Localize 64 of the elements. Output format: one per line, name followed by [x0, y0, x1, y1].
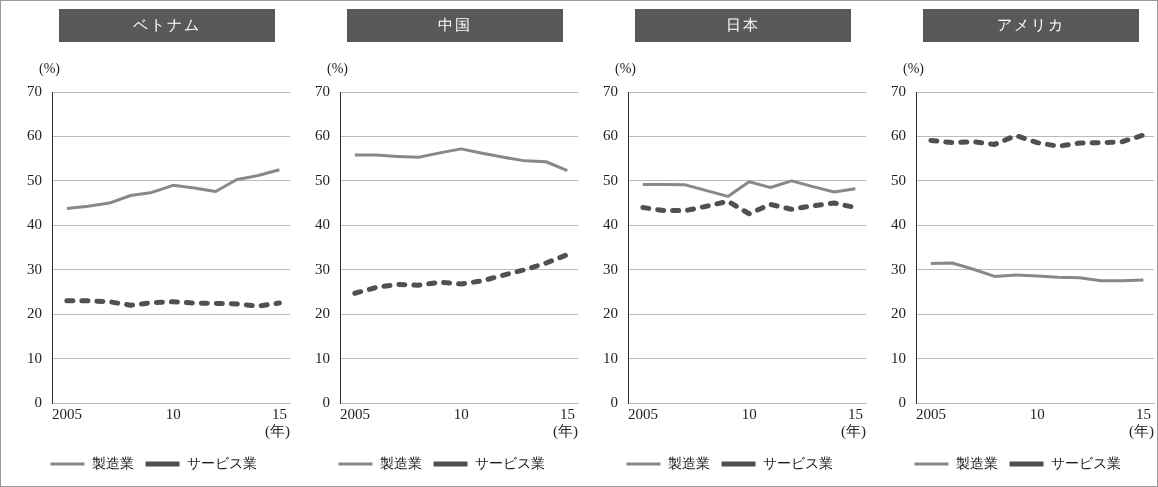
x-tick-label: 2005: [627, 405, 658, 422]
y-tick-label: 60: [315, 127, 330, 144]
x-axis-title: (年): [1129, 422, 1154, 440]
legend-label: 製造業: [91, 454, 134, 471]
y-tick-label: 20: [315, 305, 330, 322]
y-tick-label: 40: [27, 216, 42, 233]
y-axis-title: (%): [327, 61, 348, 77]
x-axis-title: (年): [553, 422, 578, 440]
legend-label: サービス業: [186, 454, 257, 471]
y-tick-label: 60: [27, 127, 42, 144]
y-tick-label: 10: [315, 349, 330, 366]
chart-title: 日本: [635, 9, 851, 42]
y-tick-label: 0: [322, 393, 330, 410]
y-tick-label: 0: [610, 393, 618, 410]
x-tick-label: 10: [741, 405, 757, 422]
y-tick-label: 50: [27, 171, 42, 188]
x-tick-label: 2005: [51, 405, 82, 422]
y-tick-label: 70: [315, 82, 330, 99]
y-tick-label: 20: [603, 305, 618, 322]
chart-title: ベトナム: [59, 9, 275, 42]
y-tick-label: 30: [315, 260, 330, 277]
legend-label: サービス業: [1050, 454, 1121, 471]
x-tick-label: 10: [165, 405, 181, 422]
y-tick-label: 0: [34, 393, 42, 410]
x-tick-label: 2005: [915, 405, 946, 422]
y-axis-title: (%): [39, 61, 60, 77]
y-tick-label: 30: [891, 260, 906, 277]
y-tick-label: 50: [891, 171, 906, 188]
y-tick-label: 10: [891, 349, 906, 366]
x-tick-label: 15: [1135, 405, 1151, 422]
y-tick-label: 40: [603, 216, 618, 233]
x-tick-label: 2005: [339, 405, 370, 422]
x-axis-title: (年): [265, 422, 290, 440]
y-tick-label: 40: [315, 216, 330, 233]
chart-title: アメリカ: [923, 9, 1139, 42]
y-tick-label: 10: [603, 349, 618, 366]
legend-label: 製造業: [955, 454, 998, 471]
legend-label: サービス業: [474, 454, 545, 471]
y-tick-label: 50: [315, 171, 330, 188]
x-tick-label: 10: [453, 405, 469, 422]
y-tick-label: 60: [891, 127, 906, 144]
x-tick-label: 15: [847, 405, 863, 422]
x-tick-label: 10: [1029, 405, 1045, 422]
y-tick-label: 70: [891, 82, 906, 99]
x-tick-label: 15: [559, 405, 575, 422]
y-tick-label: 70: [603, 82, 618, 99]
y-tick-label: 20: [891, 305, 906, 322]
x-tick-label: 15: [271, 405, 287, 422]
y-axis-title: (%): [903, 61, 924, 77]
y-tick-label: 20: [27, 305, 42, 322]
y-tick-label: 70: [27, 82, 42, 99]
chart-title: 中国: [347, 9, 563, 42]
y-tick-label: 30: [603, 260, 618, 277]
y-tick-label: 0: [898, 393, 906, 410]
y-tick-label: 60: [603, 127, 618, 144]
y-tick-label: 50: [603, 171, 618, 188]
y-tick-label: 30: [27, 260, 42, 277]
legend-label: 製造業: [667, 454, 710, 471]
legend-label: 製造業: [379, 454, 422, 471]
y-axis-title: (%): [615, 61, 636, 77]
y-tick-label: 10: [27, 349, 42, 366]
legend-label: サービス業: [762, 454, 833, 471]
y-tick-label: 40: [891, 216, 906, 233]
x-axis-title: (年): [841, 422, 866, 440]
